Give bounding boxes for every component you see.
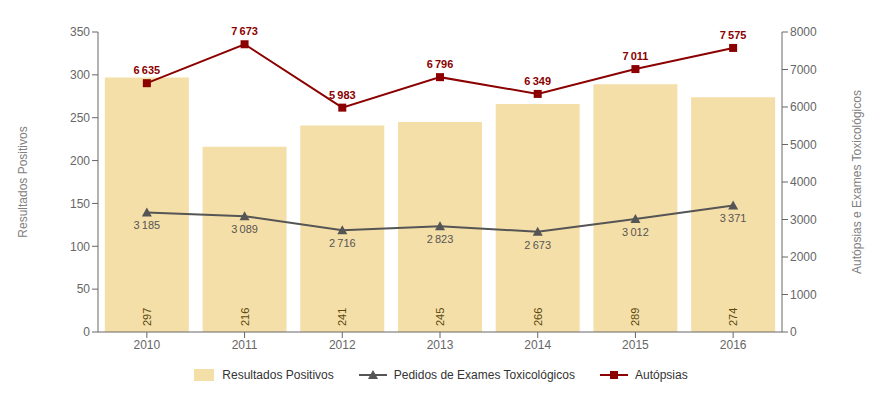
svg-text:2011: 2011 (232, 338, 258, 352)
svg-text:3 371: 3 371 (720, 212, 747, 224)
svg-text:2000: 2000 (790, 250, 817, 264)
svg-text:6 796: 6 796 (427, 58, 454, 70)
svg-text:2 716: 2 716 (329, 237, 356, 249)
svg-text:7 673: 7 673 (231, 25, 258, 37)
svg-text:100: 100 (70, 240, 90, 254)
svg-text:50: 50 (77, 282, 91, 296)
svg-text:274: 274 (727, 308, 739, 326)
svg-text:Autópsias e Exames Toxicológic: Autópsias e Exames Toxicológicos (850, 90, 864, 274)
svg-text:3000: 3000 (790, 213, 817, 227)
svg-text:6 635: 6 635 (134, 64, 161, 76)
svg-text:2 673: 2 673 (524, 239, 551, 251)
svg-text:7 575: 7 575 (720, 29, 747, 41)
svg-text:7 011: 7 011 (622, 50, 648, 62)
svg-text:216: 216 (239, 308, 251, 326)
svg-text:241: 241 (336, 308, 348, 326)
svg-text:1000: 1000 (790, 288, 817, 302)
svg-text:250: 250 (70, 111, 90, 125)
svg-text:3 185: 3 185 (134, 219, 161, 231)
svg-text:2015: 2015 (622, 338, 649, 352)
svg-text:2014: 2014 (524, 338, 551, 352)
svg-text:0: 0 (790, 325, 797, 339)
svg-text:2 823: 2 823 (427, 233, 454, 245)
svg-text:200: 200 (70, 154, 90, 168)
svg-text:8000: 8000 (790, 25, 817, 39)
html-text:Autópsias: Autópsias (635, 368, 688, 382)
svg-text:2010: 2010 (134, 338, 161, 352)
svg-text:3 089: 3 089 (231, 223, 258, 235)
svg-text:297: 297 (141, 308, 153, 326)
svg-text:300: 300 (70, 68, 90, 82)
svg-text:3 012: 3 012 (622, 226, 649, 238)
svg-text:Resultados Positivos: Resultados Positivos (16, 126, 30, 237)
svg-text:0: 0 (83, 325, 90, 339)
svg-text:4000: 4000 (790, 175, 817, 189)
svg-text:350: 350 (70, 25, 90, 39)
svg-text:6 349: 6 349 (524, 75, 551, 87)
svg-text:6000: 6000 (790, 100, 817, 114)
html-text:Pedidos de Exames Toxicológico: Pedidos de Exames Toxicológicos (393, 368, 575, 382)
svg-text:245: 245 (434, 308, 446, 326)
svg-text:5 983: 5 983 (329, 89, 356, 101)
svg-text:289: 289 (629, 308, 641, 326)
html-text:Resultados Positivos: Resultados Positivos (222, 368, 334, 382)
svg-text:2012: 2012 (329, 338, 356, 352)
svg-text:7000: 7000 (790, 63, 817, 77)
svg-text:2016: 2016 (720, 338, 747, 352)
svg-text:266: 266 (532, 308, 544, 326)
svg-text:5000: 5000 (790, 138, 817, 152)
svg-text:2013: 2013 (427, 338, 454, 352)
svg-text:150: 150 (70, 197, 90, 211)
